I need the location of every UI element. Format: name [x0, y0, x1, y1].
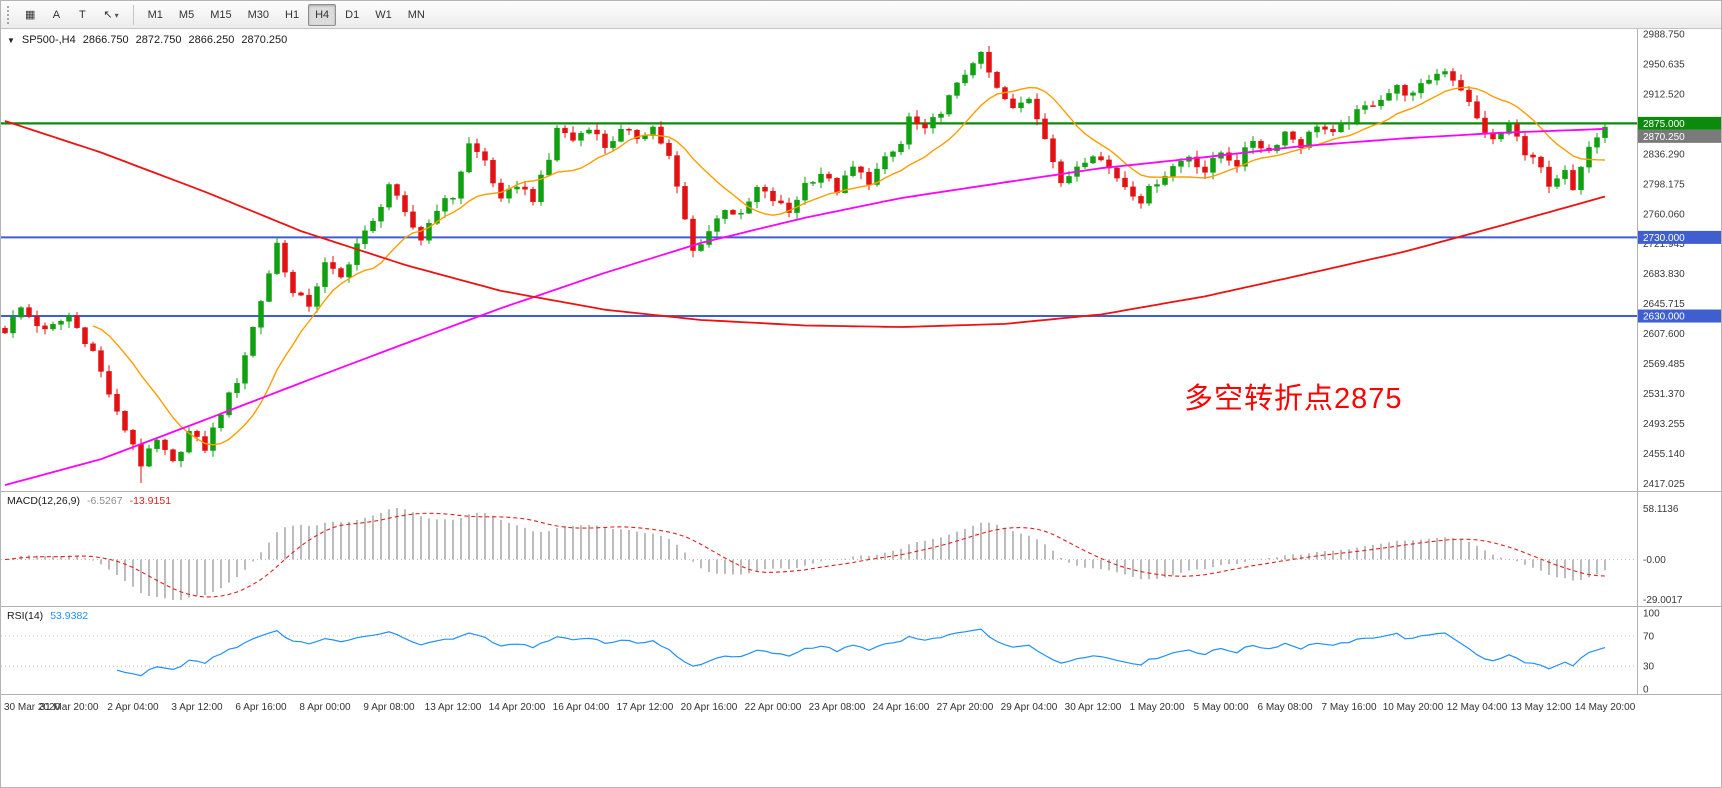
time-axis-label: 12 May 04:00 [1446, 702, 1508, 713]
svg-text:2630.000: 2630.000 [1643, 312, 1685, 323]
macd-header: MACD(12,26,9) -6.5267 -13.9151 [7, 495, 171, 507]
svg-text:100: 100 [1643, 609, 1660, 620]
svg-text:2875.000: 2875.000 [1643, 119, 1685, 130]
svg-text:2455.140: 2455.140 [1643, 449, 1685, 460]
svg-text:2683.830: 2683.830 [1643, 269, 1685, 280]
time-axis-label: 16 Apr 04:00 [552, 702, 610, 713]
rsi-value: 53.9382 [50, 610, 89, 622]
macd-canvas[interactable]: 58.1136 -0.00 -29.0017 [1, 492, 1722, 606]
svg-text:2531.370: 2531.370 [1643, 389, 1685, 400]
time-axis-label: 17 Apr 12:00 [616, 702, 674, 713]
svg-text:70: 70 [1643, 631, 1655, 642]
time-axis-label: 7 May 16:00 [1321, 702, 1377, 713]
svg-text:2912.520: 2912.520 [1643, 89, 1685, 100]
ohlc-high-value: 2872.750 [135, 34, 182, 46]
svg-text:2836.290: 2836.290 [1643, 149, 1685, 160]
annotation-text[interactable]: 多空转折点2875 [1184, 383, 1403, 415]
time-axis-label: 6 May 08:00 [1257, 702, 1313, 713]
crosshair-tool-button[interactable]: ↖ ▾ [96, 4, 125, 26]
rsi-header: RSI(14) 53.9382 [7, 610, 88, 622]
svg-text:-0.00: -0.00 [1643, 555, 1666, 566]
svg-text:58.1136: 58.1136 [1643, 504, 1679, 515]
macd-label: MACD(12,26,9) [7, 495, 80, 507]
time-axis-label: 20 Apr 16:00 [680, 702, 738, 713]
time-axis-label: 2 Apr 04:00 [107, 702, 159, 713]
rsi-panel: 100 70 30 0 RSI(14) 53.9382 [1, 606, 1721, 694]
timeframe-buttons: M1 M5 M15 M30 H1 H4 D1 W1 MN [141, 3, 432, 26]
timeframe-w1-button[interactable]: W1 [368, 4, 399, 26]
footer-space [1, 721, 1721, 787]
time-axis-label: 27 Apr 20:00 [936, 702, 994, 713]
time-axis-label: 14 May 20:00 [1574, 702, 1636, 713]
time-axis-label: 8 Apr 00:00 [299, 702, 351, 713]
svg-text:2760.060: 2760.060 [1643, 209, 1685, 220]
time-axis-label: 9 Apr 08:00 [363, 702, 415, 713]
time-axis-label: 13 May 12:00 [1510, 702, 1572, 713]
svg-text:2569.485: 2569.485 [1643, 359, 1685, 370]
time-axis-label: 5 May 00:00 [1193, 702, 1249, 713]
svg-text:2417.025: 2417.025 [1643, 479, 1685, 490]
svg-text:2607.600: 2607.600 [1643, 329, 1685, 340]
chart-header: ▼ SP500-,H4 2866.750 2872.750 2866.250 2… [7, 34, 287, 46]
svg-text:2721.945: 2721.945 [1643, 239, 1685, 250]
ohlc-open-value: 2866.750 [82, 34, 129, 46]
timeframe-m1-button[interactable]: M1 [141, 4, 170, 26]
toolbar-separator [132, 4, 134, 25]
svg-text:2798.175: 2798.175 [1643, 179, 1685, 190]
time-axis-label: 1 May 20:00 [1129, 702, 1185, 713]
svg-text:2950.635: 2950.635 [1643, 59, 1685, 70]
timeframe-h1-button[interactable]: H1 [278, 4, 306, 26]
toolbar-grip-handle[interactable] [7, 5, 12, 24]
main-chart-panel: 2988.7502950.6352912.5202874.4052836.290… [1, 29, 1721, 491]
ohlc-close-value: 2870.250 [241, 34, 288, 46]
time-axis-label: 30 Apr 12:00 [1064, 702, 1122, 713]
svg-text:2988.750: 2988.750 [1643, 29, 1685, 40]
timeframe-h4-button[interactable]: H4 [308, 3, 337, 26]
time-axis-label: 24 Apr 16:00 [872, 702, 930, 713]
main-chart-canvas[interactable]: 2988.7502950.6352912.5202874.4052836.290… [1, 29, 1722, 491]
timeframe-mn-button[interactable]: MN [401, 4, 432, 26]
arrow-tool-button[interactable]: A [44, 4, 68, 26]
svg-text:2645.715: 2645.715 [1643, 299, 1685, 310]
time-axis-label: 31 Mar 20:00 [39, 702, 99, 713]
time-axis-label: 29 Apr 04:00 [1000, 702, 1058, 713]
timeframe-m5-button[interactable]: M5 [172, 4, 201, 26]
time-axis-label: 13 Apr 12:00 [424, 702, 482, 713]
time-axis-label: 10 May 20:00 [1382, 702, 1444, 713]
svg-text:30: 30 [1643, 662, 1655, 673]
toolbar: ▦ A T ↖ ▾ M1 M5 M15 M30 H1 H4 D1 W1 MN [1, 1, 1721, 29]
timeframe-d1-button[interactable]: D1 [338, 4, 366, 26]
new-chart-button[interactable]: ▦ [18, 4, 42, 26]
rsi-label: RSI(14) [7, 610, 44, 622]
svg-text:0: 0 [1643, 685, 1649, 695]
tool-buttons: ▦ A T ↖ ▾ [18, 4, 126, 26]
macd-panel: 58.1136 -0.00 -29.0017 MACD(12,26,9) -6.52… [1, 491, 1721, 606]
timeframe-m30-button[interactable]: M30 [241, 4, 276, 26]
chart-collapse-icon[interactable]: ▼ [7, 35, 15, 45]
time-axis-label: 6 Apr 16:00 [235, 702, 287, 713]
symbol-period-label: SP500-,H4 [21, 34, 76, 46]
ohlc-low-value: 2866.250 [188, 34, 235, 46]
macd-signal-value: -13.9151 [129, 495, 172, 507]
svg-text:2730.000: 2730.000 [1643, 233, 1685, 244]
text-tool-button[interactable]: T [70, 4, 94, 26]
time-axis-label: 30 Mar 2020 [4, 702, 61, 713]
rsi-canvas[interactable]: 100 70 30 0 [1, 607, 1722, 694]
time-axis-label: 23 Apr 08:00 [808, 702, 866, 713]
timeframe-m15-button[interactable]: M15 [203, 4, 238, 26]
svg-text:-29.0017: -29.0017 [1643, 595, 1683, 606]
time-axis-label: 14 Apr 20:00 [488, 702, 546, 713]
svg-text:2870.250: 2870.250 [1643, 132, 1685, 143]
time-axis[interactable]: 30 Mar 2020 31 Mar 20:00 2 Apr 04:00 3 Apr … [1, 694, 1721, 721]
time-axis-label: 22 Apr 00:00 [744, 702, 802, 713]
svg-text:2493.255: 2493.255 [1643, 419, 1685, 430]
macd-main-value: -6.5267 [86, 495, 123, 507]
time-axis-label: 3 Apr 12:00 [171, 702, 223, 713]
